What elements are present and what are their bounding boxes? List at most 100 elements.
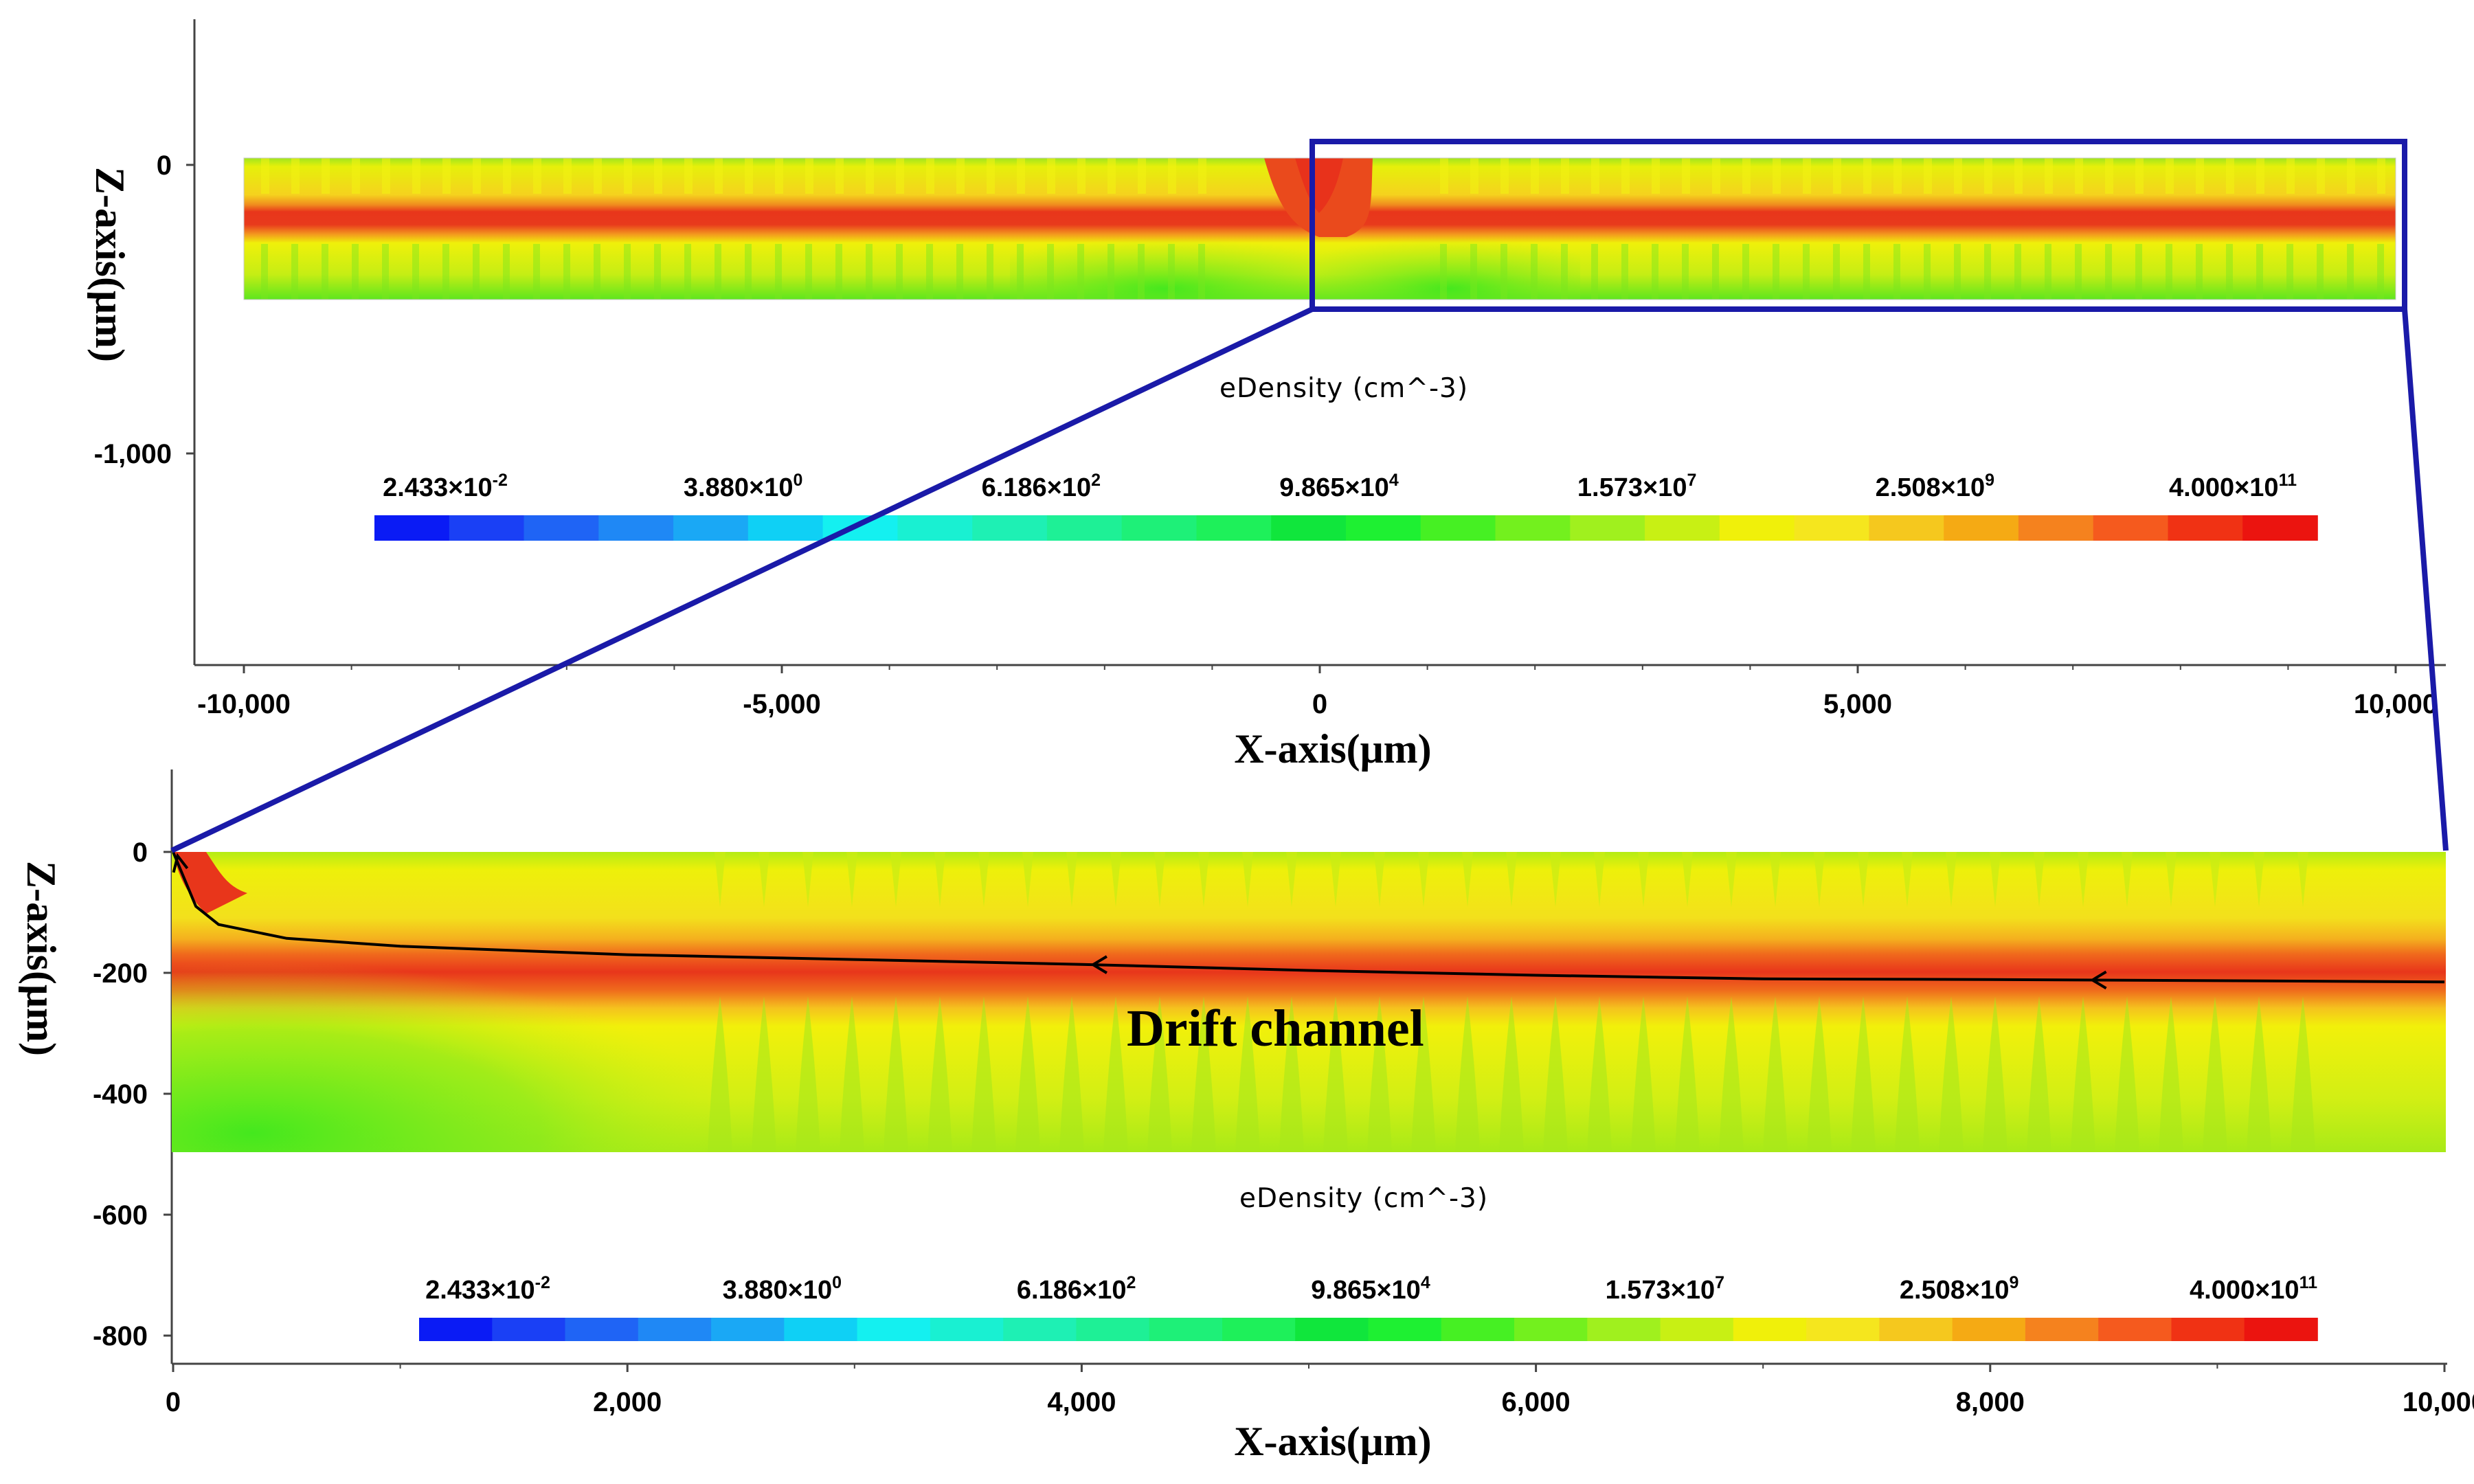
top-stripe-lower [654, 244, 661, 300]
colorbar-tick-exponent: 9 [1985, 471, 1994, 490]
colorbar-swatch [857, 1318, 931, 1341]
top-stripe-lower [1924, 244, 1931, 300]
bottom-stripe-upper [1506, 852, 1517, 907]
bottom-stripe-upper [1902, 852, 1913, 907]
bottom-stripe-lower [1235, 996, 1260, 1152]
top-stripe-lower [805, 244, 812, 300]
colorbar-swatch [930, 1318, 1004, 1341]
bottom-y-tick-label: 0 [133, 837, 148, 868]
colorbar-swatch [1645, 515, 1720, 541]
top-colorbar-title: eDensity (cm^-3) [1219, 373, 1468, 404]
colorbar-tick-mantissa: 2.433×10 [425, 1276, 535, 1305]
colorbar-tick-mantissa: 1.573×10 [1606, 1276, 1716, 1305]
top-stripe-lower [2377, 244, 2384, 300]
top-stripe-lower [624, 244, 631, 300]
colorbar-tick-mantissa: 2.433×10 [383, 473, 493, 502]
top-stripe-upper [322, 158, 330, 194]
colorbar-tick-mantissa: 4.000×10 [2169, 473, 2279, 502]
colorbar-tick-exponent: 11 [2279, 471, 2297, 490]
bottom-x-tick-label: 6,000 [1502, 1387, 1571, 1417]
bottom-stripe-upper [2209, 852, 2220, 907]
bottom-stripe-lower [1543, 996, 1568, 1152]
colorbar-swatch [1076, 1318, 1150, 1341]
bottom-stripe-lower [1411, 996, 1436, 1152]
bottom-stripe-upper [1066, 852, 1077, 907]
bottom-stripe-lower [840, 996, 864, 1152]
bottom-stripe-upper [2034, 852, 2045, 907]
top-heatmap-green-right [1319, 227, 1580, 300]
colorbar-tick-mantissa: 1.573×10 [1577, 473, 1687, 502]
bottom-stripe-upper [1858, 852, 1869, 907]
colorbar-swatch [1222, 1318, 1296, 1341]
top-stripe-lower [1531, 244, 1538, 300]
top-stripe-upper [2014, 158, 2023, 194]
bottom-x-tick-label: 0 [166, 1387, 181, 1417]
colorbar-swatch [711, 1318, 785, 1341]
colorbar-tick-exponent: 4 [1421, 1273, 1430, 1292]
top-stripe-lower [835, 244, 842, 300]
bottom-y-ticks: 0 -200 -400 -600 -800 [93, 837, 172, 1351]
top-stripe-upper [654, 158, 662, 194]
colorbar-swatch [897, 515, 973, 541]
zoom-box [1309, 139, 2407, 312]
colorbar-swatch [492, 1318, 566, 1341]
top-stripe-upper [2166, 158, 2174, 194]
top-stripe-lower [2196, 244, 2203, 300]
bottom-stripe-lower [1323, 996, 1348, 1152]
top-stripe-upper [1924, 158, 1932, 194]
bottom-y-tick-label: -200 [93, 958, 148, 989]
top-stripe-lower [382, 244, 389, 300]
colorbar-swatch [2168, 515, 2244, 541]
colorbar-swatch [1149, 1318, 1223, 1341]
bottom-stripe-upper [1990, 852, 2001, 907]
bottom-stripe-upper [2078, 852, 2089, 907]
top-stripe-lower [1107, 244, 1114, 300]
bottom-stripe-lower [1719, 996, 1744, 1152]
colorbar-tick-exponent: 4 [1389, 471, 1399, 490]
bottom-stripe-lower [1367, 996, 1392, 1152]
top-stripe-upper [1773, 158, 1781, 194]
top-stripe-lower [1833, 244, 1840, 300]
bottom-stripe-lower [1763, 996, 1788, 1152]
colorbar-swatch [1295, 1318, 1369, 1341]
top-stripe-upper [2256, 158, 2264, 194]
top-stripe-upper [1893, 158, 1902, 194]
colorbar-swatch [1794, 515, 1870, 541]
colorbar-tick-mantissa: 6.186×10 [1017, 1276, 1127, 1305]
top-colorbar-bar [374, 515, 2318, 541]
bottom-stripe-lower [1851, 996, 1876, 1152]
top-chart: -10,000 -5,000 0 5,000 10,000 0 -1,000 X-axis… [87, 19, 2446, 772]
colorbar-swatch [524, 515, 600, 541]
colorbar-swatch [1570, 515, 1645, 541]
top-stripe-lower [1652, 244, 1658, 300]
top-stripe-upper [2226, 158, 2234, 194]
colorbar-swatch [1869, 515, 1944, 541]
bottom-x-tick-label: 2,000 [593, 1387, 662, 1417]
colorbar-tick-exponent: 7 [1715, 1273, 1724, 1292]
bottom-stripe-upper [2122, 852, 2133, 907]
top-stripe-upper [473, 158, 481, 194]
top-stripe-lower [2317, 244, 2324, 300]
top-stripe-lower [2135, 244, 2142, 300]
colorbar-swatch [1719, 515, 1795, 541]
bottom-x-tick-label: 4,000 [1047, 1387, 1116, 1417]
colorbar-tick-label: 2.508×109 [1900, 1273, 2018, 1305]
colorbar-tick-label: 6.186×102 [1017, 1273, 1136, 1305]
colorbar-swatch [1441, 1318, 1515, 1341]
top-stripe-upper [1470, 158, 1478, 194]
bottom-stripe-lower [1015, 996, 1040, 1152]
colorbar-tick-exponent: 0 [832, 1273, 842, 1292]
bottom-stripe-lower [2071, 996, 2095, 1152]
colorbar-swatch [1733, 1318, 1807, 1341]
top-stripe-upper [987, 158, 995, 194]
top-stripe-lower [473, 244, 480, 300]
colorbar-swatch [374, 515, 450, 541]
colorbar-tick-label: 9.865×104 [1311, 1273, 1430, 1305]
top-stripe-lower [1168, 244, 1175, 300]
colorbar-tick-exponent: -2 [535, 1273, 550, 1292]
top-stripe-lower [896, 244, 903, 300]
colorbar-tick-label: 4.000×1011 [2169, 471, 2297, 502]
bottom-stripe-lower [2291, 996, 2315, 1152]
bottom-stripe-upper [978, 852, 989, 907]
